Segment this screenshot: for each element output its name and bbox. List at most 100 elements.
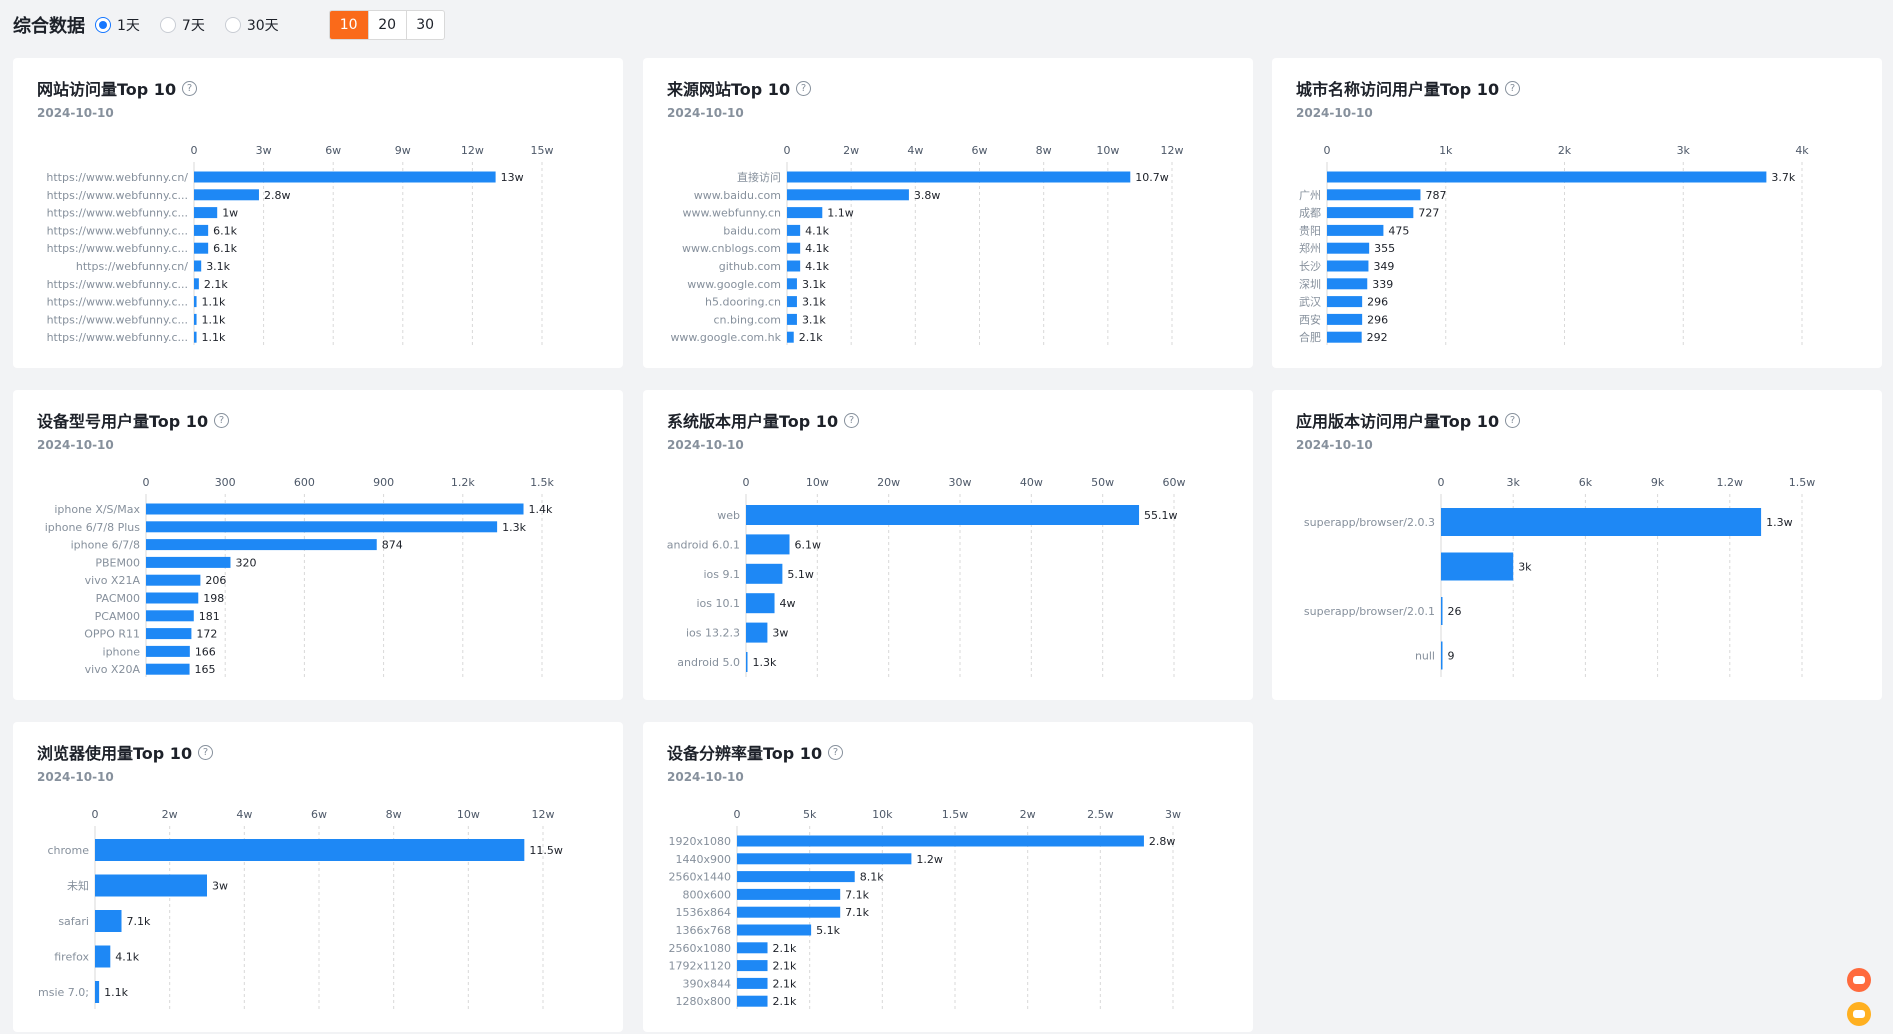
bar[interactable] [1441,641,1443,670]
help-icon[interactable]: ? [1505,412,1521,428]
bar[interactable] [146,610,194,622]
bar[interactable] [737,871,855,883]
help-icon[interactable]: ? [796,80,812,96]
radio-30days[interactable]: 30天 [224,15,279,35]
bar[interactable] [1327,313,1363,325]
topn-30-button[interactable]: 30 [405,11,444,39]
bar[interactable] [787,207,823,219]
bar[interactable] [95,874,207,897]
topn-20-button[interactable]: 20 [367,11,406,39]
bar[interactable] [737,924,812,936]
x-tick-label: 6w [311,808,327,821]
bar[interactable] [95,981,100,1003]
bar[interactable] [1327,296,1363,308]
bar[interactable] [194,189,259,201]
bar[interactable] [1327,171,1767,183]
robot-assistant-button[interactable] [1847,968,1871,992]
bar-value-label: 4.1k [805,260,829,273]
x-tick-label: 2w [843,144,859,157]
bar[interactable] [737,960,768,972]
bar[interactable] [787,313,797,325]
bar[interactable] [1441,597,1443,625]
help-icon[interactable]: ? [198,744,214,760]
y-category-label: 武汉 [1299,296,1321,309]
bar[interactable] [194,260,202,272]
help-icon[interactable]: ? [182,80,198,96]
bar[interactable] [787,278,797,290]
bar[interactable] [146,663,190,675]
y-category-label: superapp/browser/2.0.3 [1304,516,1435,529]
bar[interactable] [1327,260,1369,272]
bar[interactable] [787,189,909,201]
help-icon[interactable]: ? [844,412,860,428]
bar[interactable] [146,645,190,657]
bar[interactable] [146,574,201,586]
x-tick-label: 6w [972,144,988,157]
bar[interactable] [146,592,199,604]
bar[interactable] [737,995,768,1007]
bar[interactable] [194,207,218,219]
bar[interactable] [146,521,498,533]
bar[interactable] [194,331,197,343]
bar[interactable] [787,242,801,254]
bar[interactable] [95,839,525,861]
bar[interactable] [194,278,199,290]
chart-date: 2024-10-10 [37,106,114,120]
bar[interactable] [1327,331,1362,343]
bar[interactable] [1327,189,1421,201]
bar[interactable] [1327,242,1370,254]
bar[interactable] [737,853,912,865]
bar[interactable] [787,224,801,236]
radio-7days[interactable]: 7天 [159,15,205,35]
bar[interactable] [746,652,748,672]
x-tick-label: 12w [461,144,484,157]
help-icon[interactable]: ? [828,744,844,760]
bar[interactable] [194,242,209,254]
bar[interactable] [737,977,768,989]
bar[interactable] [1327,224,1384,236]
bar[interactable] [737,888,841,900]
y-category-label: 1792x1120 [669,960,732,973]
y-category-label: iphone X/S/Max [54,503,140,516]
bar[interactable] [746,534,790,555]
bar[interactable] [787,260,801,272]
bar-value-label: 874 [382,539,403,552]
chart-date: 2024-10-10 [667,770,744,784]
bar[interactable] [737,942,768,954]
bar[interactable] [1441,508,1762,536]
bar-value-label: 296 [1367,296,1388,309]
topn-10-button[interactable]: 10 [329,11,368,39]
bar[interactable] [737,906,841,918]
bar[interactable] [146,539,377,551]
bar[interactable] [746,622,768,643]
bar[interactable] [787,296,797,308]
bar-value-label: 1.1k [202,331,226,344]
chat-button[interactable] [1847,1002,1871,1026]
y-category-label: PCAM00 [95,610,140,623]
bar[interactable] [1327,207,1414,219]
bar[interactable] [194,296,197,308]
chart-title: 应用版本访问用户量Top 10? [1296,408,1521,432]
x-tick-label: 50w [1091,476,1114,489]
help-icon[interactable]: ? [214,412,230,428]
bar[interactable] [146,503,524,515]
y-category-label: 2560x1080 [669,942,732,955]
bar[interactable] [1441,552,1514,581]
bar[interactable] [95,910,122,932]
bar[interactable] [95,945,111,968]
bar[interactable] [746,593,775,614]
bar[interactable] [737,835,1144,847]
bar[interactable] [1327,278,1368,290]
bar[interactable] [146,628,192,640]
bar[interactable] [194,171,496,183]
bar[interactable] [787,331,794,343]
bar[interactable] [194,313,197,325]
y-category-label: www.webfunny.cn [683,207,781,220]
bar[interactable] [746,505,1140,525]
radio-1day[interactable]: 1天 [95,15,140,35]
bar[interactable] [787,171,1131,183]
bar[interactable] [746,563,783,584]
help-icon[interactable]: ? [1505,80,1521,96]
bar[interactable] [194,224,209,236]
bar[interactable] [146,556,231,568]
